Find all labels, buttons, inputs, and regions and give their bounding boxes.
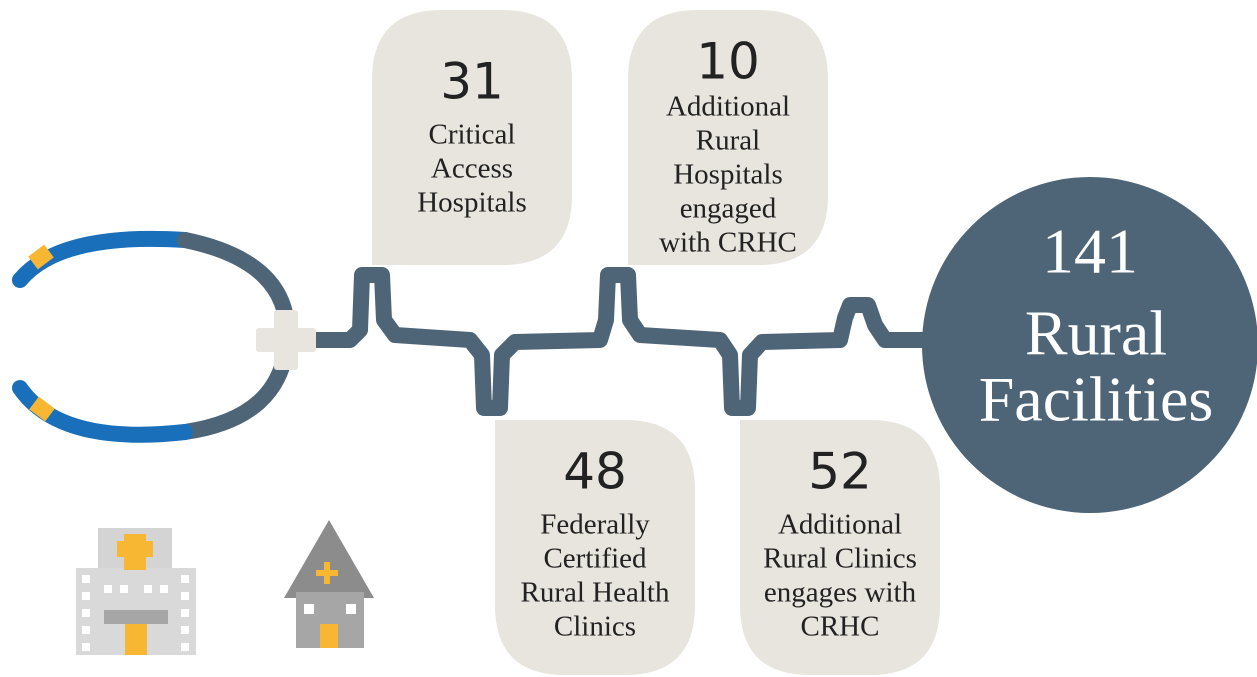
callout-label: engaged — [680, 193, 777, 225]
callout-number: 10 — [696, 33, 760, 91]
callout-label: Rural Health — [521, 577, 670, 609]
callout-label: Certified — [543, 543, 647, 575]
callout-label: Hospitals — [417, 187, 527, 219]
callout-label: Additional — [778, 509, 902, 541]
callout-label: CRHC — [801, 611, 880, 643]
total-number: 141 — [1042, 216, 1138, 287]
callout-number: 52 — [808, 443, 872, 501]
callout-label: Clinics — [554, 611, 636, 643]
stethoscope — [20, 239, 940, 435]
callout-label: Federally — [540, 509, 650, 541]
callout-label: Rural Clinics — [763, 543, 917, 575]
callout-label: Critical — [429, 119, 516, 151]
infographic: 31CriticalAccessHospitals10AdditionalRur… — [0, 0, 1257, 677]
callout-label: Access — [431, 153, 513, 185]
clinic-icon — [284, 520, 374, 648]
callout-label: Rural — [696, 125, 760, 157]
callout-number: 31 — [440, 53, 504, 111]
callout-label: with CRHC — [659, 227, 797, 259]
callout-label: Additional — [666, 91, 790, 123]
hospital-icon — [76, 528, 196, 655]
callout-label: engages with — [764, 577, 917, 609]
cross — [256, 310, 316, 370]
callout-number: 48 — [563, 443, 627, 501]
callout-label: Hospitals — [673, 159, 783, 191]
total-label: Rural — [1025, 298, 1167, 369]
total-label: Facilities — [979, 364, 1214, 435]
